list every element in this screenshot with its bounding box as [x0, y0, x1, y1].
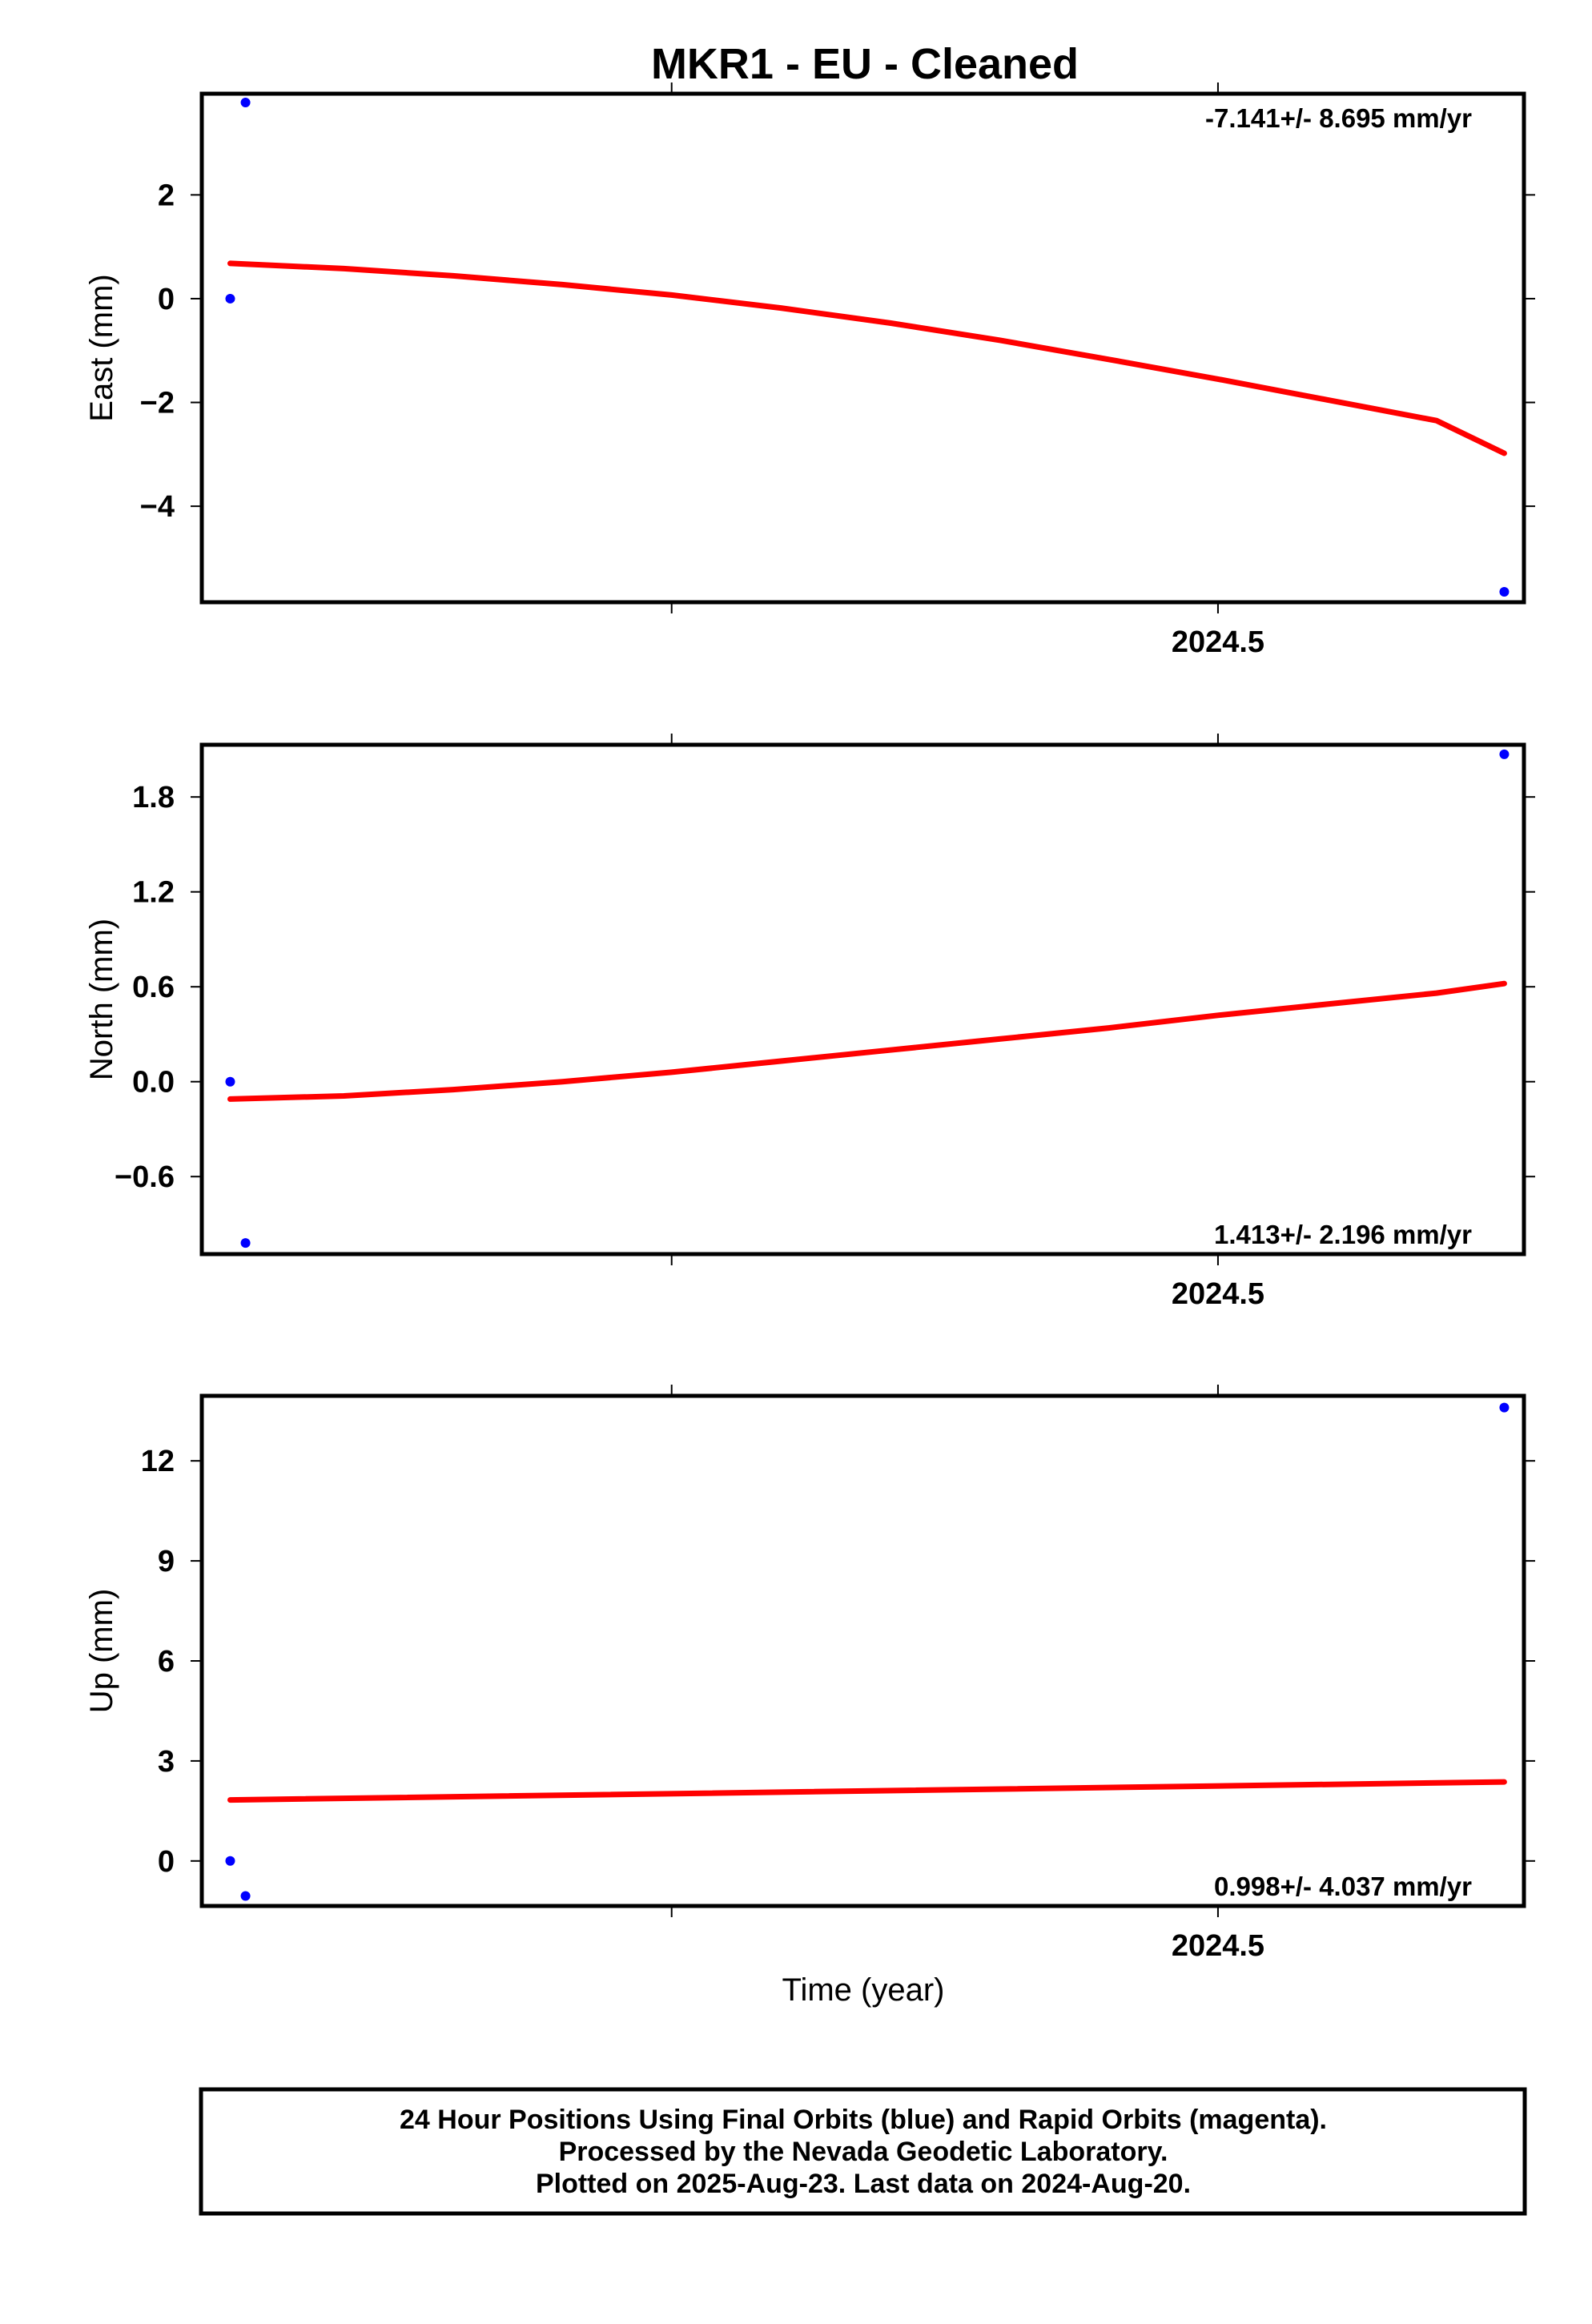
- panel-east: 2 0 −2 −4 2024.5 East (mm) -7.141+/- 8.695 mm/…: [84, 82, 1535, 659]
- y-tick-label: 0: [158, 283, 175, 316]
- fit-line: [227, 260, 1507, 456]
- data-point: [225, 293, 235, 304]
- data-point: [225, 1856, 235, 1866]
- data-point: [240, 98, 251, 108]
- x-tick-label: 2024.5: [1172, 1929, 1264, 1963]
- fit-line: [227, 980, 1507, 1102]
- panels: 2 0 −2 −4 2024.5 East (mm) -7.141+/- 8.695 mm/…: [84, 82, 1535, 1963]
- y-tick-label: 6: [158, 1645, 175, 1679]
- footer-line-1: 24 Hour Positions Using Final Orbits (bl…: [400, 2105, 1327, 2135]
- figure-title: MKR1 - EU - Cleaned: [651, 40, 1079, 88]
- footer-line-2: Processed by the Nevada Geodetic Laborat…: [559, 2137, 1168, 2167]
- panel-north: 1.8 1.2 0.6 0.0 −0.6 2024.5 North (mm) 1.413+/-…: [84, 734, 1535, 1311]
- data-point: [1499, 749, 1510, 759]
- rate-label: -7.141+/- 8.695 mm/yr: [1205, 103, 1472, 133]
- y-tick-label: 0: [158, 1845, 175, 1879]
- data-point: [240, 1891, 251, 1901]
- data-point: [1499, 1402, 1510, 1413]
- plot-frame: [199, 742, 1526, 1256]
- y-tick-label: 0.0: [132, 1066, 175, 1100]
- y-axis-label: North (mm): [84, 919, 119, 1080]
- y-tick-label: 1.2: [132, 876, 175, 910]
- y-tick-label: 9: [158, 1545, 175, 1578]
- x-axis-label: Time (year): [782, 1972, 945, 2008]
- x-tick-label: 2024.5: [1172, 1277, 1264, 1311]
- y-tick-label: 12: [141, 1445, 175, 1478]
- y-tick-label: −0.6: [115, 1160, 175, 1194]
- footer-line-3: Plotted on 2025-Aug-23. Last data on 202…: [536, 2169, 1191, 2199]
- y-axis-label: Up (mm): [84, 1589, 119, 1714]
- panel-up: 12 9 6 3 0 2024.5 Up (mm) 0.998+/- 4.037 mm/yr: [84, 1385, 1535, 1963]
- y-tick-label: 0.6: [132, 971, 175, 1004]
- y-tick-label: −4: [140, 490, 175, 524]
- rate-label: 0.998+/- 4.037 mm/yr: [1214, 1872, 1472, 1901]
- data-point: [225, 1076, 235, 1087]
- plot-frame: [199, 1393, 1526, 1908]
- plot-frame: [199, 91, 1526, 605]
- data-point: [1499, 587, 1510, 597]
- y-tick-label: 3: [158, 1745, 175, 1779]
- y-tick-label: 1.8: [132, 781, 175, 814]
- y-tick-label: 2: [158, 179, 175, 212]
- y-axis-label: East (mm): [84, 274, 119, 421]
- footer-frame: [199, 2087, 1527, 2216]
- rate-label: 1.413+/- 2.196 mm/yr: [1214, 1220, 1472, 1249]
- fit-line: [227, 1779, 1507, 1803]
- data-point: [240, 1238, 251, 1248]
- footer-box: 24 Hour Positions Using Final Orbits (bl…: [199, 2087, 1527, 2216]
- y-tick-label: −2: [140, 387, 175, 420]
- x-tick-label: 2024.5: [1172, 625, 1264, 659]
